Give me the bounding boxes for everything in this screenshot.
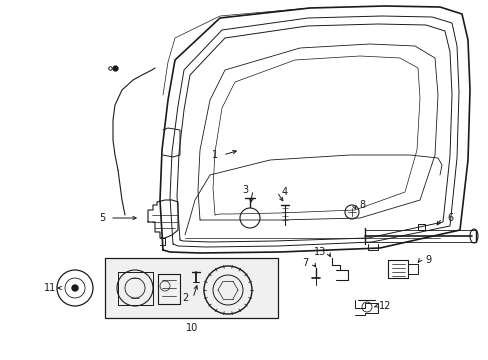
Text: 12: 12: [378, 301, 390, 311]
Text: 11: 11: [44, 283, 56, 293]
Text: 3: 3: [242, 185, 247, 195]
Text: 4: 4: [282, 187, 287, 197]
Text: 8: 8: [358, 200, 365, 210]
Circle shape: [72, 285, 78, 291]
Text: 1: 1: [211, 150, 218, 160]
Text: 9: 9: [424, 255, 430, 265]
Text: 10: 10: [185, 323, 198, 333]
Text: 2: 2: [182, 293, 188, 303]
Text: 5: 5: [99, 213, 105, 223]
Text: 6: 6: [446, 213, 452, 223]
Text: 13: 13: [313, 247, 325, 257]
Bar: [105, 258, 278, 318]
Text: 7: 7: [301, 258, 307, 268]
